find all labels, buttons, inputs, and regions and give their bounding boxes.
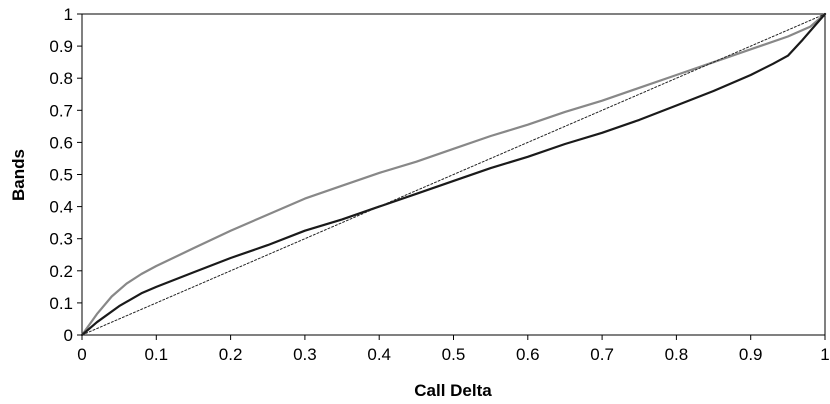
y-tick-label: 1 (64, 5, 73, 24)
x-tick-label: 0.1 (144, 345, 168, 364)
y-tick-label: 0 (64, 326, 73, 345)
y-tick-label: 0.1 (49, 294, 73, 313)
y-tick-label: 0.8 (49, 69, 73, 88)
y-tick-label: 0.9 (49, 37, 73, 56)
y-axis-title: Bands (9, 149, 28, 201)
x-tick-label: 0.3 (293, 345, 317, 364)
series-line-3 (81, 13, 826, 336)
x-tick-label: 0.2 (219, 345, 243, 364)
y-tick-label: 0.4 (49, 198, 73, 217)
x-tick-label: 1 (820, 345, 829, 364)
y-tick-label: 0.5 (49, 166, 73, 185)
x-tick-label: 0.6 (516, 345, 540, 364)
x-tick-label: 0.9 (739, 345, 763, 364)
y-tick-label: 0.3 (49, 230, 73, 249)
x-axis-title: Call Delta (414, 381, 492, 400)
y-tick-label: 0.2 (49, 262, 73, 281)
series-line-2 (80, 12, 827, 337)
x-tick-label: 0 (77, 345, 86, 364)
x-tick-label: 0.7 (590, 345, 614, 364)
x-tick-label: 0.5 (442, 345, 466, 364)
y-tick-label: 0.7 (49, 101, 73, 120)
x-tick-label: 0.4 (367, 345, 391, 364)
x-tick-label: 0.8 (665, 345, 689, 364)
y-tick-label: 0.6 (49, 133, 73, 152)
